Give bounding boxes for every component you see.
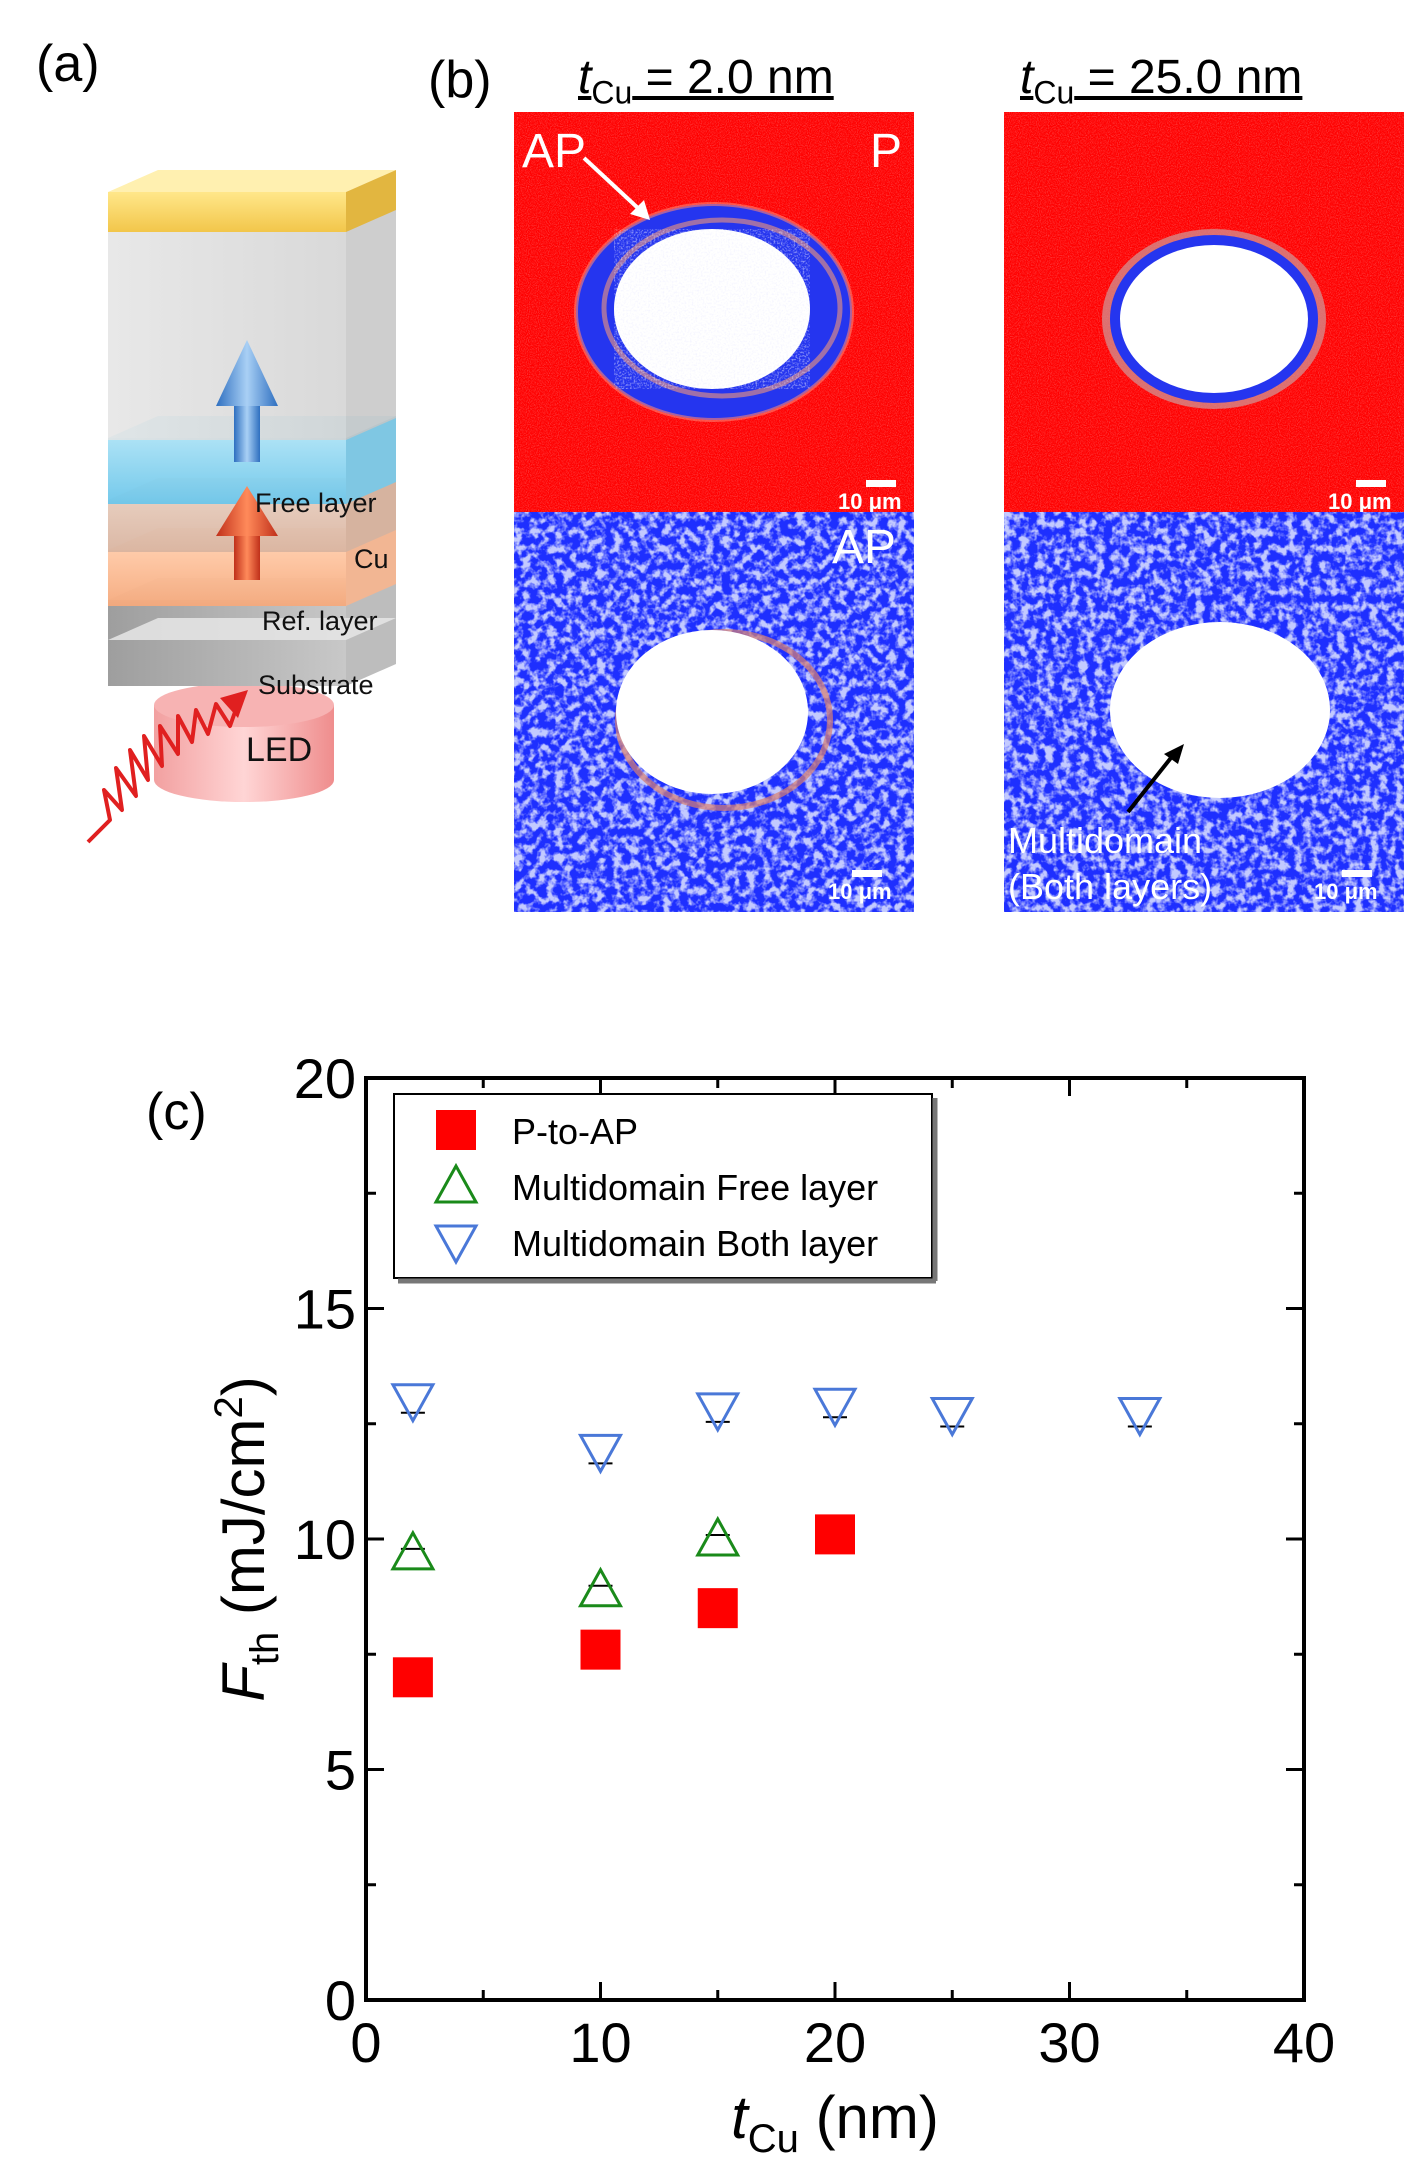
label-ap-arrow: AP xyxy=(522,125,587,178)
image-top-right xyxy=(1004,112,1404,512)
legend-marker xyxy=(433,1162,479,1204)
arrow-multidomain-indicator xyxy=(1126,744,1184,814)
t-value: = 2.0 nm xyxy=(632,51,834,104)
t-symbol: t xyxy=(578,51,592,104)
data-point xyxy=(577,1433,624,1475)
x-tick-label: 10 xyxy=(569,2011,631,2074)
panel-label-c: (c) xyxy=(146,1083,207,1141)
scale-label: 10 μm xyxy=(1328,489,1392,514)
multidomain-line2: (Both layers) xyxy=(1008,866,1213,907)
y-axis-label: Fth (mJ/cm2) xyxy=(207,1376,287,1702)
y-tick-label: 0 xyxy=(325,1969,356,2032)
scale-label: 10 μm xyxy=(828,879,892,904)
label-p: P xyxy=(870,125,903,178)
y-tick-label: 5 xyxy=(325,1739,356,1802)
series-multidomain-both-layer xyxy=(390,1383,1163,1475)
series-multidomain-free-layer xyxy=(390,1515,741,1608)
t-subscript: Cu xyxy=(1033,74,1075,111)
data-point xyxy=(697,1588,738,1629)
legend-label: P-to-AP xyxy=(512,1111,638,1152)
data-point xyxy=(812,1387,858,1429)
y-tick-label: 15 xyxy=(294,1278,356,1341)
panel-label-b: (b) xyxy=(428,51,492,109)
scale-bar xyxy=(866,480,896,487)
t-symbol: t xyxy=(1020,51,1034,104)
column-title-2nm: tCu = 2.0 nm xyxy=(578,50,834,112)
cu-label: Cu xyxy=(354,544,389,574)
x-tick-label: 0 xyxy=(350,2011,381,2074)
y-tick-label: 20 xyxy=(294,1047,356,1110)
scale-label: 10 μm xyxy=(1314,879,1378,904)
x-axis-label: tCu (nm) xyxy=(731,2084,939,2161)
legend-marker xyxy=(433,1224,479,1266)
data-point xyxy=(580,1629,621,1670)
t-value: = 25.0 nm xyxy=(1074,51,1303,104)
legend-label: Multidomain Free layer xyxy=(512,1167,878,1208)
scale-bar xyxy=(1342,870,1372,877)
scale-label: 10 μm xyxy=(838,489,902,514)
image-bottom-left xyxy=(514,512,914,912)
data-point xyxy=(1117,1397,1163,1438)
legend: P-to-AP Multidomain Free layer Multidomain… xyxy=(393,1093,938,1284)
free-layer-label: Free layer xyxy=(255,488,377,518)
label-ap: AP xyxy=(832,521,897,574)
data-point xyxy=(815,1514,855,1555)
legend-label: Multidomain Both layer xyxy=(512,1223,878,1264)
data-point xyxy=(390,1383,436,1424)
arrow-ap-indicator xyxy=(582,156,650,220)
led-label: LED xyxy=(246,731,313,769)
legend-box xyxy=(393,1093,933,1279)
ref-layer-label: Ref. layer xyxy=(262,606,378,636)
data-point xyxy=(695,1515,741,1557)
image-bottom-right xyxy=(1004,512,1404,912)
y-axis-label-group: Fth (mJ/cm2) xyxy=(207,1376,287,1702)
panel-label-a: (a) xyxy=(36,35,100,93)
data-point xyxy=(929,1397,975,1438)
substrate-label: Substrate xyxy=(258,670,374,700)
series-p-to-ap xyxy=(392,1514,855,1698)
layer-stack-diagram xyxy=(86,170,396,844)
y-tick-label: 10 xyxy=(294,1508,356,1571)
data-point xyxy=(577,1566,624,1608)
data-point xyxy=(390,1529,436,1571)
data-point xyxy=(695,1392,741,1434)
column-title-25nm: tCu = 25.0 nm xyxy=(1020,50,1302,112)
multidomain-line1: Multidomain xyxy=(1008,820,1203,861)
x-tick-label: 40 xyxy=(1273,2011,1335,2074)
x-tick-label: 20 xyxy=(804,2011,866,2074)
data-point xyxy=(392,1657,433,1698)
t-subscript: Cu xyxy=(591,74,633,111)
x-tick-label: 30 xyxy=(1038,2011,1100,2074)
label-multidomain: Multidomain (Both layers) xyxy=(1008,818,1212,910)
legend-marker xyxy=(436,1110,476,1150)
scale-bar xyxy=(1356,480,1386,487)
scale-bar xyxy=(852,870,882,877)
image-top-left xyxy=(514,112,914,512)
